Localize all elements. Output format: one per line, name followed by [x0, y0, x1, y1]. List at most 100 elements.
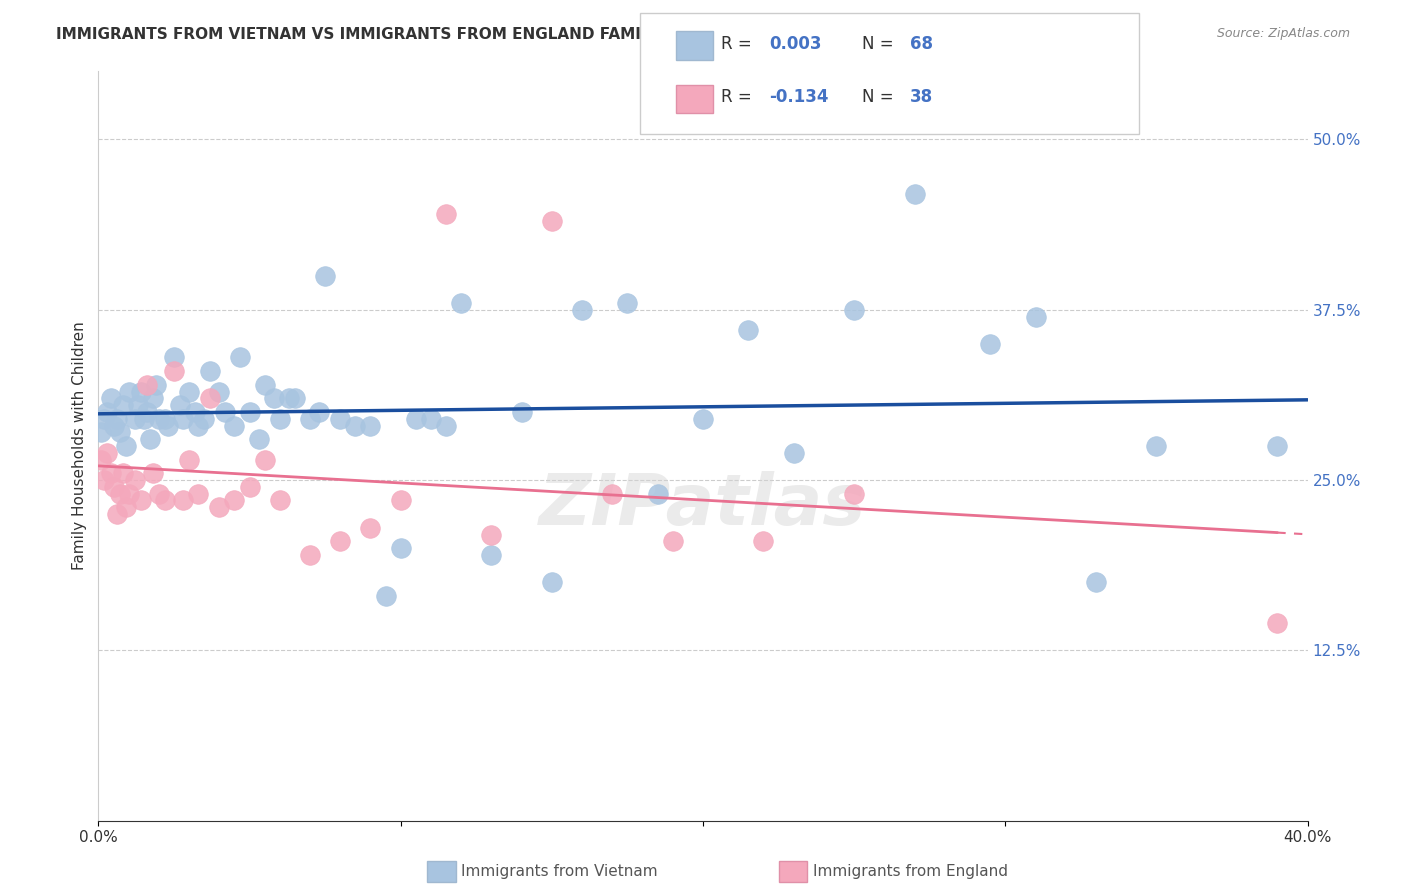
Text: R =: R = — [721, 88, 758, 106]
Point — [253, 452, 276, 467]
Point — [200, 364, 222, 378]
Point — [1144, 439, 1167, 453]
Point — [263, 392, 285, 406]
Point — [329, 411, 352, 425]
Point — [481, 527, 503, 541]
Point — [239, 405, 262, 419]
Point — [752, 534, 775, 549]
Point — [434, 418, 457, 433]
Point — [374, 589, 396, 603]
Point — [647, 486, 669, 500]
Point — [247, 432, 270, 446]
Point — [214, 405, 236, 419]
Point — [344, 418, 367, 433]
Point — [163, 364, 186, 378]
Point — [96, 446, 118, 460]
Text: Source: ZipAtlas.com: Source: ZipAtlas.com — [1216, 27, 1350, 40]
Point — [208, 384, 231, 399]
Text: 38: 38 — [910, 88, 932, 106]
Point — [100, 467, 122, 481]
Point — [90, 452, 112, 467]
Point — [434, 207, 457, 221]
Point — [179, 384, 201, 399]
Point — [90, 425, 112, 440]
Point — [118, 486, 141, 500]
Point — [153, 493, 176, 508]
Text: Immigrants from Vietnam: Immigrants from Vietnam — [461, 864, 658, 879]
Point — [111, 398, 134, 412]
Point — [108, 425, 131, 440]
Point — [844, 486, 866, 500]
Point — [103, 480, 125, 494]
Point — [329, 534, 352, 549]
Point — [389, 541, 412, 556]
Point — [172, 411, 194, 425]
Point — [96, 405, 118, 419]
Point — [193, 411, 215, 425]
Point — [148, 411, 170, 425]
Point — [163, 351, 186, 365]
Point — [135, 377, 157, 392]
Point — [124, 473, 146, 487]
Point — [111, 467, 134, 481]
Point — [129, 493, 152, 508]
Text: N =: N = — [862, 35, 898, 53]
Point — [389, 493, 412, 508]
Point — [179, 452, 201, 467]
Point — [299, 411, 322, 425]
Point — [93, 411, 115, 425]
Point — [148, 486, 170, 500]
Point — [314, 268, 336, 283]
Text: -0.134: -0.134 — [769, 88, 828, 106]
Point — [692, 411, 714, 425]
Point — [1267, 439, 1289, 453]
Point — [105, 411, 128, 425]
Point — [1267, 616, 1289, 631]
Point — [127, 398, 149, 412]
Point — [142, 467, 165, 481]
Text: Immigrants from England: Immigrants from England — [813, 864, 1008, 879]
Point — [253, 377, 276, 392]
Point — [208, 500, 231, 515]
Point — [132, 411, 155, 425]
Text: 68: 68 — [910, 35, 932, 53]
Point — [269, 411, 291, 425]
Point — [129, 384, 152, 399]
Point — [783, 446, 806, 460]
Point — [114, 500, 136, 515]
Point — [108, 486, 131, 500]
Point — [156, 418, 179, 433]
Point — [187, 418, 209, 433]
Point — [571, 302, 593, 317]
Point — [224, 418, 246, 433]
Point — [269, 493, 291, 508]
Point — [124, 411, 146, 425]
Point — [172, 493, 194, 508]
Text: 0.003: 0.003 — [769, 35, 821, 53]
Point — [360, 418, 382, 433]
Point — [360, 521, 382, 535]
Point — [145, 377, 167, 392]
Point — [169, 398, 191, 412]
Text: ZIPatlas: ZIPatlas — [540, 472, 866, 541]
Point — [200, 392, 222, 406]
Point — [510, 405, 533, 419]
Point — [100, 392, 122, 406]
Point — [187, 486, 209, 500]
Point — [229, 351, 252, 365]
Point — [93, 473, 115, 487]
Point — [105, 507, 128, 521]
Point — [979, 336, 1001, 351]
Point — [139, 432, 162, 446]
Point — [616, 296, 638, 310]
Point — [602, 486, 624, 500]
Point — [1085, 575, 1108, 590]
Point — [904, 186, 927, 201]
Point — [450, 296, 472, 310]
Point — [239, 480, 262, 494]
Point — [405, 411, 427, 425]
Point — [114, 439, 136, 453]
Point — [1024, 310, 1046, 324]
Point — [540, 575, 562, 590]
Point — [844, 302, 866, 317]
